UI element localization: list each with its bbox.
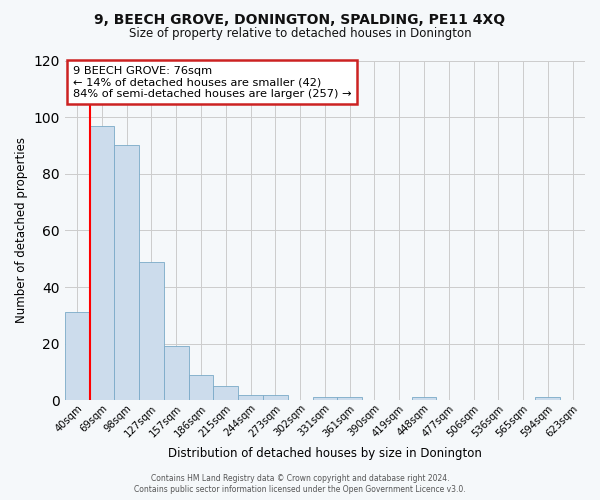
Bar [115,146,139,400]
Bar [263,394,288,400]
Bar [214,386,238,400]
Text: 9 BEECH GROVE: 76sqm
← 14% of detached houses are smaller (42)
84% of semi-detac: 9 BEECH GROVE: 76sqm ← 14% of detached h… [73,66,351,99]
Text: Contains HM Land Registry data © Crown copyright and database right 2024.
Contai: Contains HM Land Registry data © Crown c… [134,474,466,494]
Bar [139,262,164,400]
Y-axis label: Number of detached properties: Number of detached properties [15,138,28,324]
Bar [535,398,560,400]
Bar [313,398,337,400]
Bar [164,346,188,401]
Bar [65,312,89,400]
Text: Size of property relative to detached houses in Donington: Size of property relative to detached ho… [128,28,472,40]
Bar [238,394,263,400]
X-axis label: Distribution of detached houses by size in Donington: Distribution of detached houses by size … [168,447,482,460]
Bar [188,375,214,400]
Text: 9, BEECH GROVE, DONINGTON, SPALDING, PE11 4XQ: 9, BEECH GROVE, DONINGTON, SPALDING, PE1… [94,12,506,26]
Bar [89,126,115,400]
Bar [412,398,436,400]
Bar [337,398,362,400]
